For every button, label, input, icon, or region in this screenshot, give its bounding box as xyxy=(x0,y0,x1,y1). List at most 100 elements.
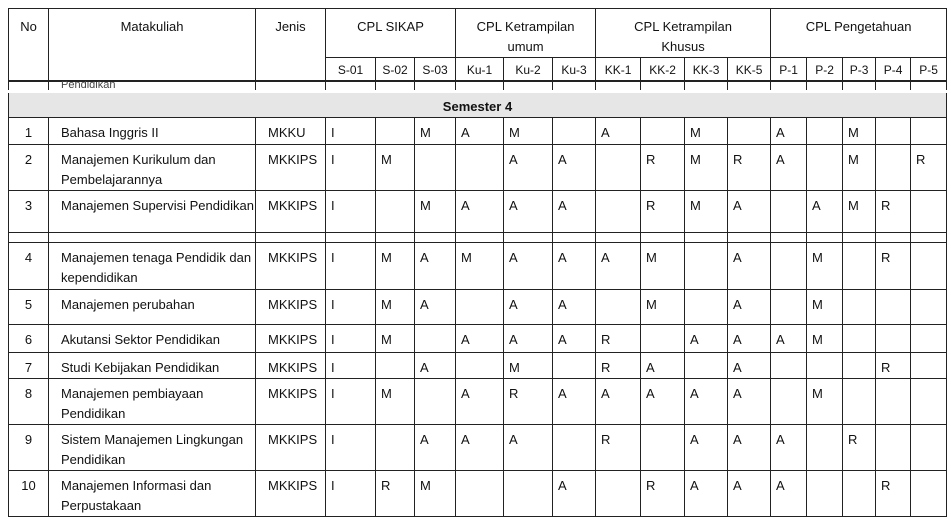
row-cpl-value: A xyxy=(414,289,456,325)
row-jenis: MKKIPS xyxy=(255,190,326,233)
row-cpl-value: M xyxy=(684,144,728,191)
row-cpl-value: A xyxy=(503,242,553,290)
row-no: 1 xyxy=(8,117,49,145)
row-cpl-value xyxy=(640,324,685,353)
row-cpl-value xyxy=(414,324,456,353)
row-no: 5 xyxy=(8,289,49,325)
row-jenis: MKKIPS xyxy=(255,352,326,379)
row-cpl-value: R xyxy=(875,242,911,290)
row-cpl-value xyxy=(375,424,415,471)
header-code: S-03 xyxy=(413,57,457,82)
row-cpl-value: M xyxy=(375,289,415,325)
row-no: 9 xyxy=(8,424,49,471)
row-cpl-value: M xyxy=(806,289,843,325)
row-cpl-value xyxy=(455,470,504,517)
row-cpl-value: A xyxy=(727,424,771,471)
row-cpl-value xyxy=(414,144,456,191)
header-code: P-1 xyxy=(770,57,808,82)
row-cpl-value: A xyxy=(552,378,596,425)
row-cpl-value xyxy=(684,242,728,290)
header-code: KK-1 xyxy=(595,57,642,82)
row-cpl-value xyxy=(806,470,843,517)
row-cpl-value xyxy=(595,470,641,517)
row-cpl-value: R xyxy=(503,378,553,425)
row-cpl-value: A xyxy=(552,242,596,290)
row-cpl-value xyxy=(455,289,504,325)
row-matakuliah: Manajemen tenaga Pendidik dan kependidik… xyxy=(48,242,256,290)
row-cpl-value: M xyxy=(375,144,415,191)
row-cpl-value xyxy=(910,352,947,379)
table-row: 2 Manajemen Kurikulum dan Pembelajarannya… xyxy=(8,144,947,191)
row-cpl-value xyxy=(910,378,947,425)
row-no: 6 xyxy=(8,324,49,353)
row-cpl-value xyxy=(910,289,947,325)
header-code: Ku-2 xyxy=(503,57,554,82)
row-cpl-value: M xyxy=(414,470,456,517)
header-cpl-sikap: CPL SIKAP xyxy=(324,8,457,58)
row-cpl-value: A xyxy=(552,144,596,191)
row-matakuliah: Manajemen pembiayaan Pendidikan xyxy=(48,378,256,425)
row-cpl-value: I xyxy=(325,470,376,517)
row-cpl-value: M xyxy=(842,190,876,233)
row-matakuliah: Manajemen Informasi dan Perpustakaan xyxy=(48,470,256,517)
row-cpl-value xyxy=(806,144,843,191)
header-code: S-02 xyxy=(375,57,415,82)
row-cpl-value: A xyxy=(684,424,728,471)
row-cpl-value: I xyxy=(325,144,376,191)
row-cpl-value: A xyxy=(684,470,728,517)
row-cpl-value: A xyxy=(552,324,596,353)
row-cpl-value: A xyxy=(503,289,553,325)
row-cpl-value: M xyxy=(806,242,843,290)
row-cpl-value: I xyxy=(325,242,376,290)
row-cpl-value xyxy=(595,190,641,233)
row-matakuliah: Sistem Manajemen Lingkungan Pendidikan xyxy=(48,424,256,471)
row-cpl-value: R xyxy=(375,470,415,517)
row-cpl-value: M xyxy=(806,324,843,353)
row-cpl-value: M xyxy=(375,242,415,290)
table-row: 5 Manajemen perubahan MKKIPS I M A A A M A M xyxy=(8,289,947,325)
row-cpl-value xyxy=(770,378,807,425)
row-cpl-value xyxy=(875,424,911,471)
header-cpl-ketrampilan-khusus: CPL Ketrampilan Khusus xyxy=(595,8,772,58)
row-cpl-value: I xyxy=(325,190,376,233)
row-cpl-value: R xyxy=(595,324,641,353)
row-cpl-value xyxy=(806,117,843,145)
row-cpl-value: A xyxy=(595,378,641,425)
row-cpl-value xyxy=(684,352,728,379)
row-jenis: MKKIPS xyxy=(255,470,326,517)
row-cpl-value: R xyxy=(595,352,641,379)
row-cpl-value: A xyxy=(727,352,771,379)
row-cpl-value: A xyxy=(727,289,771,325)
row-jenis: MKKU xyxy=(255,117,326,145)
header-jenis: Jenis xyxy=(255,8,326,82)
row-cpl-value: I xyxy=(325,289,376,325)
row-cpl-value: A xyxy=(770,424,807,471)
table-row: 8 Manajemen pembiayaan Pendidikan MKKIPS I M… xyxy=(8,378,947,425)
table-row: 1 Bahasa Inggris II MKKU I M A M A M A M xyxy=(8,117,947,145)
header-matakuliah: Matakuliah xyxy=(48,8,256,82)
row-no: 2 xyxy=(8,144,49,191)
row-cpl-value xyxy=(910,242,947,290)
row-cpl-value: I xyxy=(325,378,376,425)
row-cpl-value: A xyxy=(727,470,771,517)
header-code: Ku-1 xyxy=(455,57,505,82)
row-no: 3 xyxy=(8,190,49,233)
row-cpl-value: R xyxy=(910,144,947,191)
row-matakuliah: Studi Kebijakan Pendidikan xyxy=(48,352,256,379)
row-cpl-value xyxy=(770,190,807,233)
row-cpl-value: M xyxy=(842,144,876,191)
row-cpl-value: A xyxy=(414,424,456,471)
table-row: 9 Sistem Manajemen Lingkungan Pendidikan M… xyxy=(8,424,947,471)
header-code: P-3 xyxy=(842,57,877,82)
row-jenis: MKKIPS xyxy=(255,324,326,353)
row-cpl-value: A xyxy=(503,424,553,471)
table-row: 4 Manajemen tenaga Pendidik dan kependidi… xyxy=(8,242,947,290)
row-cpl-value: A xyxy=(684,324,728,353)
row-cpl-value: A xyxy=(455,324,504,353)
table-body-top: Pendidikan Semester 4 1 Bahasa Inggris II… xyxy=(8,80,947,233)
row-cpl-value xyxy=(375,117,415,145)
row-cpl-value: M xyxy=(375,324,415,353)
row-cpl-value: I xyxy=(325,352,376,379)
row-cpl-value: A xyxy=(727,324,771,353)
table-header: No Matakuliah Jenis CPL SIKAP CPL Ketram… xyxy=(8,8,948,82)
